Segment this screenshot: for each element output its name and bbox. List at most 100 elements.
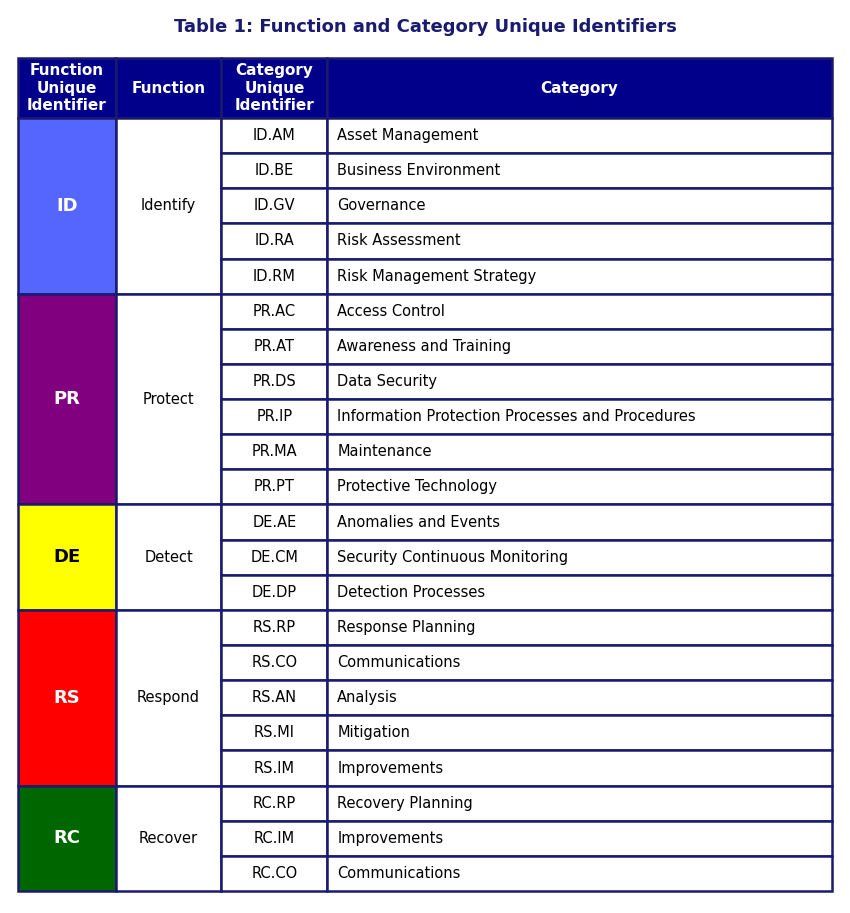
- Text: DE.DP: DE.DP: [252, 585, 297, 600]
- Bar: [327, 610, 832, 645]
- Bar: [222, 399, 327, 435]
- Bar: [222, 469, 327, 505]
- Bar: [222, 715, 327, 750]
- Bar: [327, 855, 832, 891]
- Text: DE.AE: DE.AE: [252, 515, 297, 530]
- Text: Improvements: Improvements: [337, 761, 444, 775]
- Text: Improvements: Improvements: [337, 831, 444, 845]
- Text: Information Protection Processes and Procedures: Information Protection Processes and Pro…: [337, 409, 696, 425]
- Text: RS.IM: RS.IM: [254, 761, 295, 775]
- Bar: [327, 258, 832, 294]
- Bar: [222, 58, 327, 118]
- Bar: [327, 435, 832, 469]
- Text: PR.DS: PR.DS: [252, 374, 297, 389]
- Text: RS.CO: RS.CO: [252, 656, 298, 670]
- Bar: [327, 294, 832, 329]
- Text: Recovery Planning: Recovery Planning: [337, 795, 473, 811]
- Bar: [327, 469, 832, 505]
- Bar: [116, 610, 222, 785]
- Text: DE.CM: DE.CM: [251, 550, 298, 565]
- Text: Detect: Detect: [144, 550, 193, 565]
- Bar: [222, 294, 327, 329]
- Text: Awareness and Training: Awareness and Training: [337, 339, 512, 354]
- Bar: [222, 855, 327, 891]
- Text: RS.RP: RS.RP: [252, 620, 296, 635]
- Text: Function: Function: [132, 80, 206, 96]
- Bar: [327, 821, 832, 855]
- Bar: [222, 540, 327, 575]
- Bar: [327, 188, 832, 224]
- Bar: [327, 540, 832, 575]
- Bar: [116, 505, 222, 610]
- Text: Governance: Governance: [337, 198, 426, 214]
- Bar: [116, 294, 222, 505]
- Text: Maintenance: Maintenance: [337, 445, 432, 459]
- Bar: [18, 610, 116, 785]
- Bar: [222, 785, 327, 821]
- Bar: [222, 610, 327, 645]
- Bar: [327, 329, 832, 364]
- Bar: [18, 58, 116, 118]
- Text: RC.IM: RC.IM: [254, 831, 295, 845]
- Text: RS.MI: RS.MI: [254, 726, 295, 740]
- Text: Recover: Recover: [139, 831, 198, 845]
- Bar: [327, 153, 832, 188]
- Text: Anomalies and Events: Anomalies and Events: [337, 515, 501, 530]
- Bar: [327, 364, 832, 399]
- Text: ID.RM: ID.RM: [253, 268, 296, 284]
- Bar: [327, 785, 832, 821]
- Text: Response Planning: Response Planning: [337, 620, 476, 635]
- Bar: [222, 153, 327, 188]
- Bar: [116, 118, 222, 294]
- Bar: [222, 188, 327, 224]
- Bar: [116, 785, 222, 891]
- Bar: [222, 258, 327, 294]
- Bar: [222, 224, 327, 258]
- Text: PR.MA: PR.MA: [252, 445, 298, 459]
- Bar: [327, 715, 832, 750]
- Bar: [116, 58, 222, 118]
- Bar: [327, 399, 832, 435]
- Bar: [18, 505, 116, 610]
- Text: Analysis: Analysis: [337, 690, 398, 705]
- Bar: [18, 294, 116, 505]
- Text: DE: DE: [54, 548, 81, 566]
- Bar: [327, 118, 832, 153]
- Text: Access Control: Access Control: [337, 304, 445, 319]
- Text: Detection Processes: Detection Processes: [337, 585, 485, 600]
- Text: Protective Technology: Protective Technology: [337, 479, 497, 495]
- Text: ID.GV: ID.GV: [253, 198, 295, 214]
- Text: Communications: Communications: [337, 866, 461, 881]
- Bar: [222, 680, 327, 715]
- Bar: [222, 364, 327, 399]
- Text: ID.AM: ID.AM: [253, 128, 296, 143]
- Bar: [18, 118, 116, 294]
- Bar: [327, 750, 832, 785]
- Text: Business Environment: Business Environment: [337, 163, 501, 178]
- Text: Protect: Protect: [143, 392, 195, 406]
- Bar: [222, 329, 327, 364]
- Text: Mitigation: Mitigation: [337, 726, 411, 740]
- Text: Table 1: Function and Category Unique Identifiers: Table 1: Function and Category Unique Id…: [173, 18, 677, 36]
- Bar: [222, 118, 327, 153]
- Text: ID.BE: ID.BE: [255, 163, 294, 178]
- Bar: [222, 821, 327, 855]
- Text: ID.RA: ID.RA: [254, 234, 294, 248]
- Text: Respond: Respond: [137, 690, 200, 705]
- Bar: [327, 58, 832, 118]
- Text: Security Continuous Monitoring: Security Continuous Monitoring: [337, 550, 569, 565]
- Text: PR.PT: PR.PT: [254, 479, 295, 495]
- Bar: [327, 680, 832, 715]
- Text: Risk Assessment: Risk Assessment: [337, 234, 461, 248]
- Text: PR: PR: [54, 390, 80, 408]
- Bar: [222, 575, 327, 610]
- Text: Communications: Communications: [337, 656, 461, 670]
- Bar: [327, 575, 832, 610]
- Text: RS.AN: RS.AN: [252, 690, 297, 705]
- Bar: [222, 435, 327, 469]
- Bar: [327, 224, 832, 258]
- Bar: [222, 750, 327, 785]
- Text: Function
Unique
Identifier: Function Unique Identifier: [27, 63, 107, 113]
- Text: RC.CO: RC.CO: [252, 866, 298, 881]
- Text: RC.RP: RC.RP: [252, 795, 296, 811]
